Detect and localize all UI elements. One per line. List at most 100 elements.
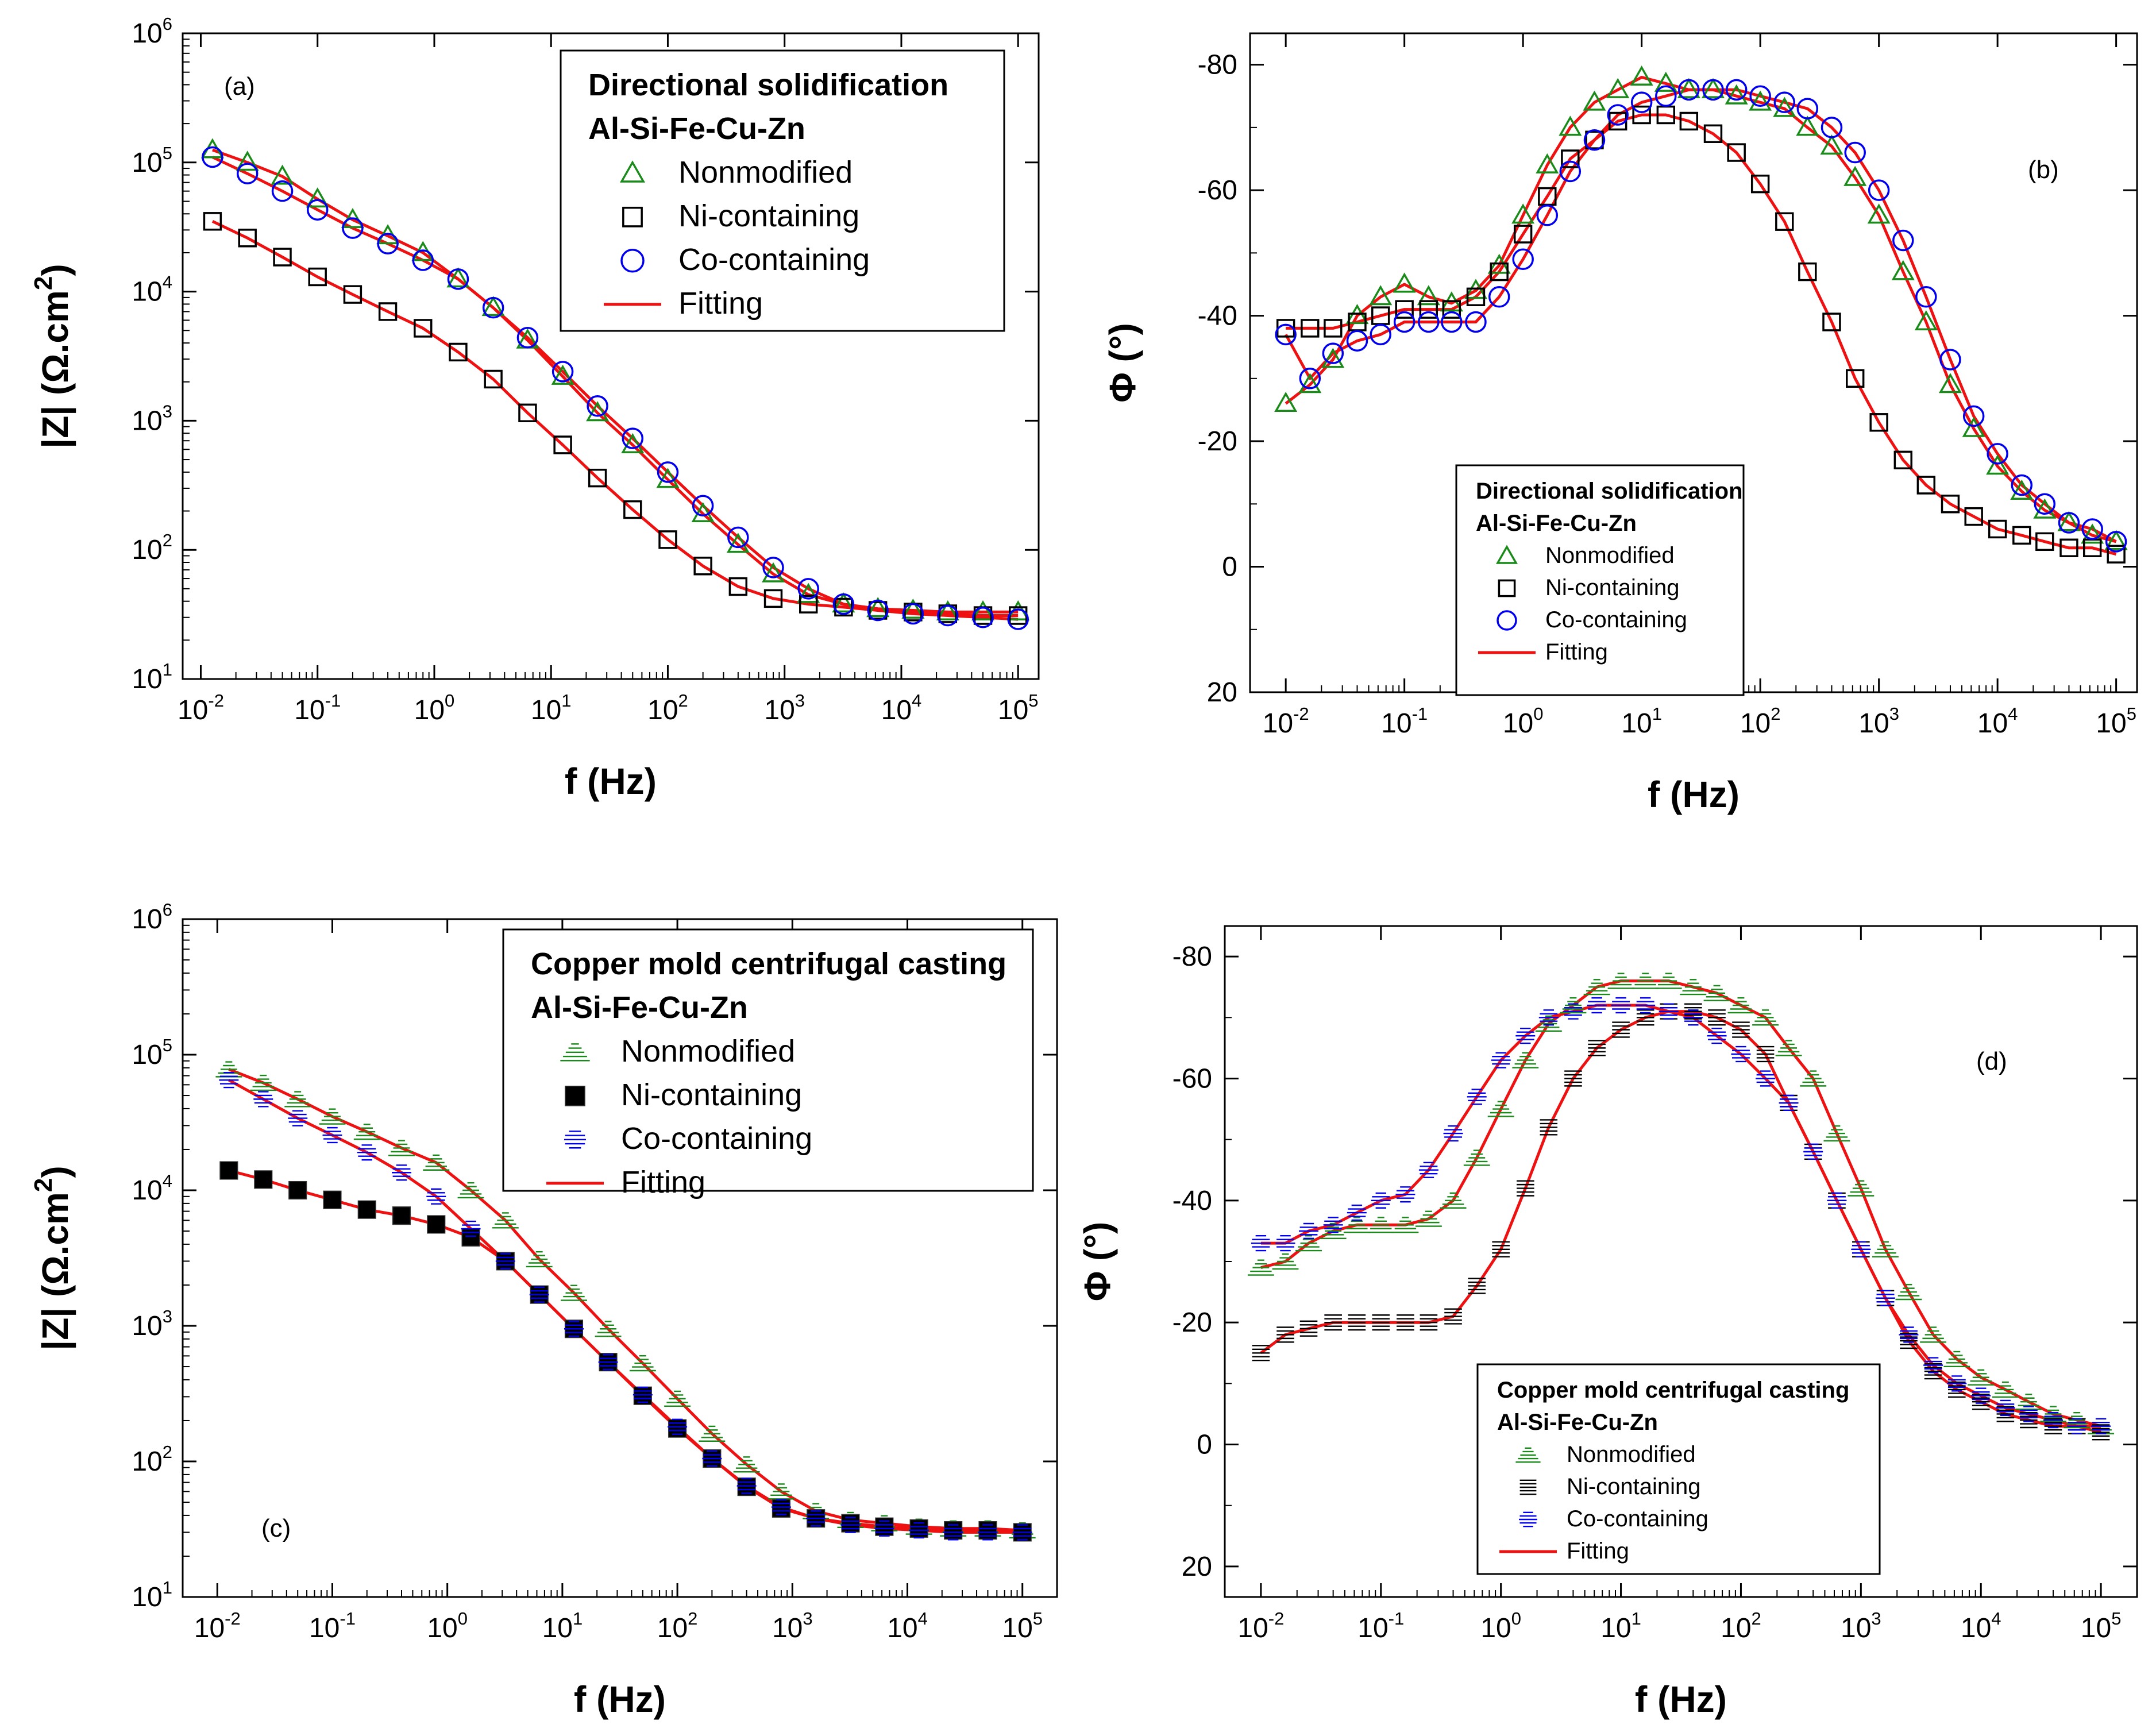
data-point: [1420, 1314, 1438, 1331]
data-point: [1677, 78, 1700, 98]
data-point: [1419, 300, 1438, 319]
data-point: [495, 1253, 515, 1270]
data-point: [203, 212, 222, 231]
data-point: [1561, 149, 1580, 168]
data-point: [1299, 368, 1321, 389]
data-point: [1442, 300, 1461, 319]
data-point: [1796, 98, 1819, 119]
y-tick-label: -20: [1198, 426, 1237, 457]
y-tick-label: 0: [1222, 552, 1237, 582]
data-point: [588, 468, 607, 488]
data-point: [1393, 311, 1416, 333]
data-point: [1397, 1314, 1414, 1331]
data-point: [1632, 973, 1659, 989]
data-point: [1752, 1009, 1779, 1026]
data-point: [1775, 1040, 1802, 1056]
data-point: [1756, 1070, 1776, 1087]
data-point: [1490, 262, 1509, 281]
data-point: [1583, 90, 1606, 111]
data-point: [1607, 973, 1634, 989]
legend-marker: [622, 206, 643, 227]
data-point: [1440, 1192, 1467, 1209]
data-point: [1251, 1235, 1271, 1252]
legend-marker: [1519, 1479, 1537, 1495]
series-co-containing: [202, 146, 1029, 630]
data-point: [1703, 124, 1723, 143]
y-tick-label: 103: [132, 1306, 172, 1341]
data-point: [656, 468, 680, 488]
data-point: [1703, 985, 1730, 1001]
data-point: [1367, 1217, 1394, 1233]
series-ni-containing: [203, 212, 1028, 625]
legend-entry: Co-containing: [1567, 1506, 1708, 1531]
y-axis-label: |Z| (Ω.cm2): [29, 264, 76, 448]
x-tick-label: 105: [2081, 1608, 2122, 1644]
legend-marker: [620, 249, 645, 273]
data-point: [1867, 203, 1891, 224]
data-point: [1749, 90, 1772, 111]
data-point: [598, 1354, 618, 1371]
data-point: [1418, 1162, 1438, 1178]
y-tick-label: -40: [1173, 1186, 1212, 1216]
data-point: [2035, 532, 2054, 551]
fitting-curve: [1260, 1004, 2101, 1428]
data-point: [668, 1418, 688, 1435]
data-point: [693, 557, 712, 576]
x-tick-label: 100: [1503, 704, 1544, 739]
data-point: [353, 1124, 380, 1140]
data-point: [492, 1212, 519, 1229]
data-point: [623, 500, 642, 519]
x-axis-label: f (Hz): [1648, 774, 1740, 815]
data-point: [1731, 1046, 1751, 1063]
data-point: [632, 1386, 653, 1403]
data-point: [1820, 134, 1843, 155]
data-point: [1467, 1089, 1487, 1105]
data-point: [1654, 71, 1677, 92]
data-point: [1868, 179, 1890, 201]
x-tick-label: 105: [998, 690, 1039, 726]
y-tick-label: -40: [1198, 301, 1237, 331]
data-point: [238, 229, 257, 248]
data-point: [972, 606, 994, 628]
data-point: [551, 361, 574, 383]
x-tick-label: 100: [1480, 1608, 1521, 1644]
data-point: [1851, 1241, 1871, 1257]
legend-entry: Fitting: [621, 1165, 705, 1199]
x-tick-label: 10-2: [194, 1608, 241, 1644]
data-point: [1750, 174, 1770, 194]
data-point: [736, 1477, 757, 1494]
data-point: [1272, 1253, 1299, 1270]
data-point: [1274, 391, 1298, 412]
data-point: [1511, 203, 1535, 224]
data-point: [2033, 498, 2057, 519]
y-tick-label: 104: [132, 1171, 172, 1206]
x-tick-label: 104: [1977, 704, 2018, 739]
data-point: [1996, 1406, 2015, 1422]
data-point: [1679, 111, 1699, 131]
data-point: [1560, 997, 1587, 1014]
y-tick-label: 20: [1207, 677, 1237, 708]
x-axis-label: f (Hz): [565, 761, 657, 802]
y-axis-label: Φ (°): [1102, 323, 1143, 403]
data-point: [1707, 1028, 1727, 1044]
data-point: [1916, 476, 1936, 495]
y-tick-label: 101: [132, 659, 172, 695]
data-point: [1538, 1009, 1559, 1026]
data-point: [832, 593, 855, 615]
data-point: [1415, 1210, 1442, 1227]
x-tick-label: 10-1: [294, 690, 341, 726]
fitting-curve: [228, 1169, 1023, 1534]
data-point: [1848, 1180, 1875, 1197]
data-point: [461, 1220, 481, 1237]
data-point: [1796, 115, 1819, 136]
data-point: [1324, 1314, 1342, 1331]
data-point: [2010, 479, 2034, 500]
data-point: [1466, 287, 1486, 307]
data-point: [2107, 545, 2126, 564]
data-point: [1275, 323, 1297, 346]
data-point: [1299, 1320, 1318, 1337]
legend-entry: Nonmodified: [621, 1034, 795, 1068]
data-point: [1488, 286, 1510, 308]
chart-panel-c: 10-2 10-1 100 101 102 103 104 105 101 102 103 104 10…: [29, 900, 1058, 1720]
